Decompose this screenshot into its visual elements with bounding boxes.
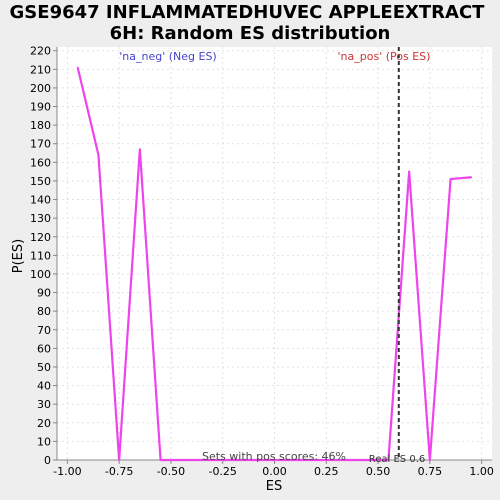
x-tick-label: -1.00 [53,465,81,478]
data-point [97,154,100,156]
x-ticks: -1.00 -0.75 -0.50 -0.25 0.00 0.25 0.50 0.75 1.00 [53,460,494,478]
y-tick-label: 10 [37,435,51,448]
y-tick-label: 50 [37,361,51,374]
data-point [159,459,162,461]
pos-es-label: 'na_pos' (Pos ES) [338,50,431,63]
sets-pos-scores-label: Sets with pos scores: 46% [202,450,346,463]
y-tick-label: 120 [30,231,51,244]
y-tick-label: 20 [37,417,51,430]
x-tick-label: -0.75 [105,465,133,478]
y-tick-label: 150 [30,175,51,188]
x-tick-label: 0.50 [366,465,391,478]
grid [57,47,492,461]
y-ticks: 0 10 20 30 40 50 60 70 80 90 100 110 120 130 140 150 160… [30,45,57,467]
y-tick-label: 80 [37,305,51,318]
y-tick-label: 200 [30,82,51,95]
y-tick-label: 100 [30,268,51,281]
y-tick-label: 220 [30,45,51,58]
chart-title-line1: GSE9647 INFLAMMATEDHUVEC APPLEEXTRACT [10,2,486,23]
series-line [76,67,472,462]
real-es-label: Real ES 0.6 [369,454,425,465]
data-point [449,178,452,180]
y-tick-label: 210 [30,63,51,76]
x-tick-label: -0.50 [157,465,185,478]
data-point [118,459,120,461]
y-tick-label: 110 [30,249,51,262]
y-tick-label: 60 [37,342,51,355]
y-tick-label: 130 [30,212,51,225]
x-tick-label: 1.00 [469,465,494,478]
x-tick-label: 0.75 [418,465,443,478]
data-point [429,459,431,461]
data-point [470,176,473,179]
x-tick-label: -0.25 [208,465,236,478]
x-tick-label: 0.25 [314,465,339,478]
data-point [387,459,390,461]
data-point [139,148,141,151]
y-tick-label: 190 [30,101,51,114]
x-tick-label: 0.00 [262,465,287,478]
data-point [408,170,410,173]
series-points [76,66,473,461]
y-tick-label: 90 [37,287,51,300]
data-point [76,66,79,69]
y-tick-label: 0 [44,454,51,467]
y-axis-label: P(ES) [11,239,26,273]
y-tick-label: 160 [30,156,51,169]
y-tick-label: 40 [37,380,51,393]
y-tick-label: 170 [30,138,51,151]
y-tick-label: 30 [37,398,51,411]
y-tick-label: 140 [30,194,51,207]
y-tick-label: 70 [37,324,51,337]
neg-es-label: 'na_neg' (Neg ES) [119,50,216,63]
y-tick-label: 180 [30,119,51,132]
x-axis-label: ES [266,479,282,494]
chart-title-line2: 6H: Random ES distribution [110,23,391,44]
